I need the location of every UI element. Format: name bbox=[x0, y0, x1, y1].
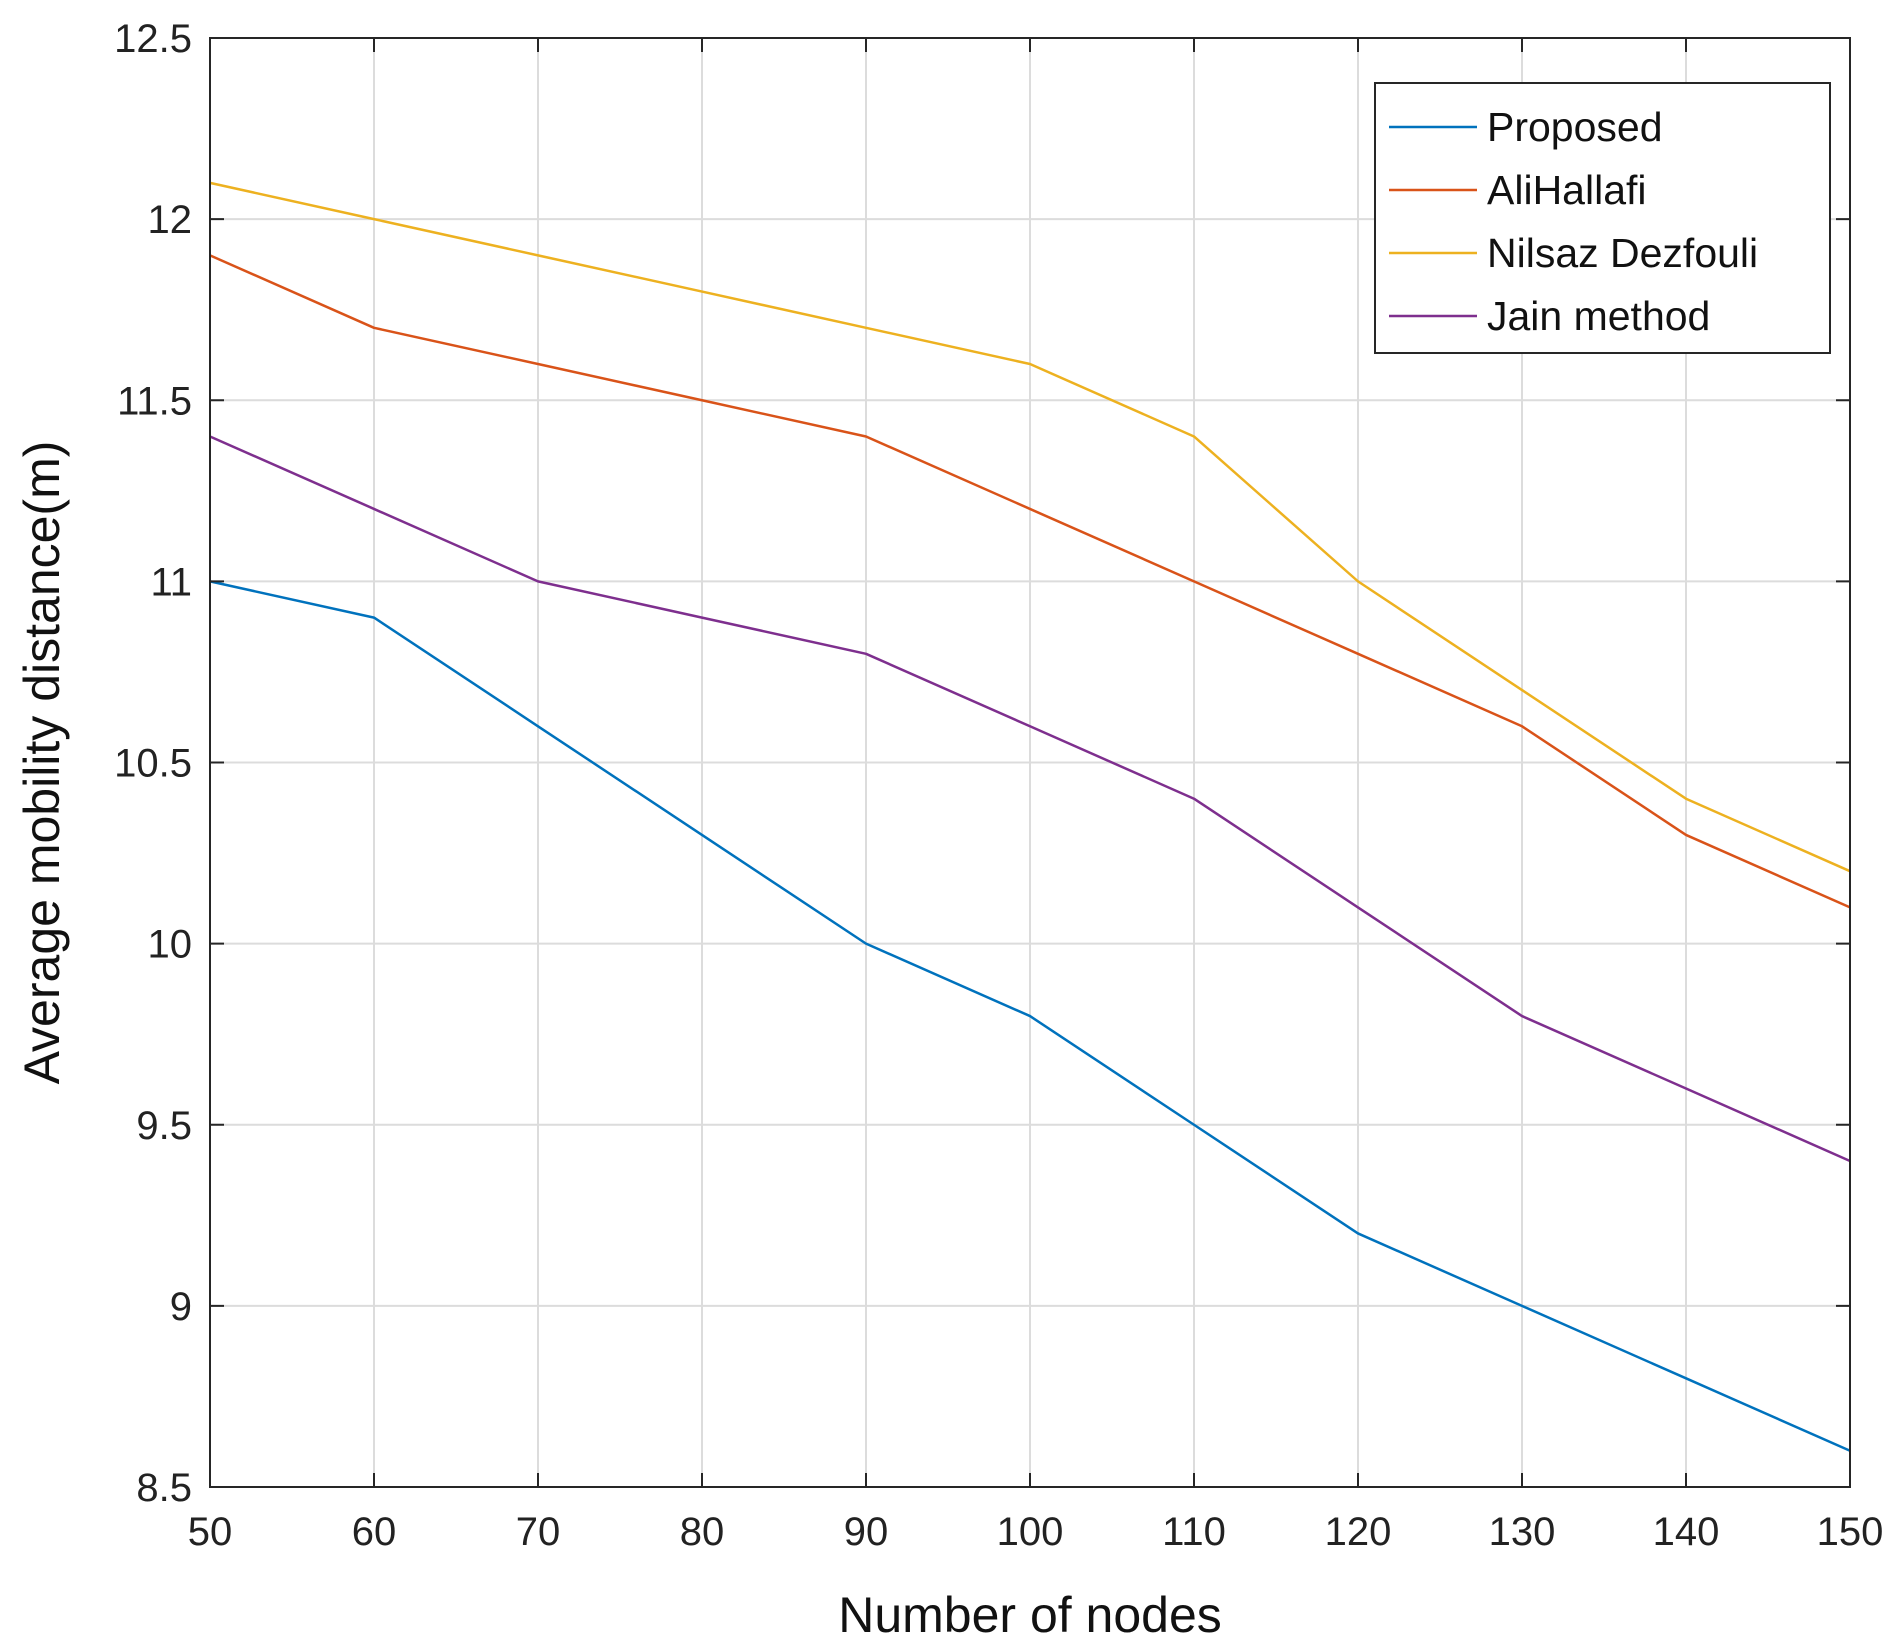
y-tick-label: 9 bbox=[170, 1285, 192, 1329]
series-line-alihallafi bbox=[209, 254, 1851, 909]
legend-label-alihallafi: AliHallafi bbox=[1487, 167, 1647, 213]
x-tick-label: 50 bbox=[188, 1510, 233, 1554]
y-tick-label: 11.5 bbox=[117, 379, 192, 423]
series-line-nilsaz-dezfouli bbox=[209, 181, 1851, 873]
x-tick-label: 60 bbox=[352, 1510, 397, 1554]
y-tick-label: 9.5 bbox=[136, 1104, 192, 1148]
x-tick-label: 140 bbox=[1653, 1510, 1720, 1554]
series-line-jain-method bbox=[209, 435, 1851, 1163]
y-tick-label: 11 bbox=[150, 560, 192, 604]
x-tick-label: 120 bbox=[1325, 1510, 1392, 1554]
x-tick-label: 90 bbox=[844, 1510, 889, 1554]
x-tick-label: 150 bbox=[1817, 1510, 1884, 1554]
x-tick-labels: 50 60 70 80 90 100 110 120 130 140 150 bbox=[188, 1510, 1884, 1554]
y-tick-label: 10 bbox=[148, 923, 193, 967]
legend-label-nilsaz-dezfouli: Nilsaz Dezfouli bbox=[1487, 230, 1758, 276]
legend-label-proposed: Proposed bbox=[1487, 104, 1663, 150]
x-tick-label: 80 bbox=[680, 1510, 725, 1554]
x-tick-label: 110 bbox=[1162, 1510, 1226, 1554]
y-tick-label: 12 bbox=[148, 198, 193, 242]
series-lines bbox=[209, 181, 1851, 1452]
legend: Proposed AliHallafi Nilsaz Dezfouli Jain me… bbox=[1374, 82, 1831, 354]
y-tick-label: 10.5 bbox=[114, 742, 192, 786]
y-tick-label: 12.5 bbox=[114, 17, 192, 61]
legend-label-jain-method: Jain method bbox=[1487, 293, 1710, 339]
y-tick-label: 8.5 bbox=[136, 1466, 192, 1510]
y-axis-label: Average mobility distance(m) bbox=[14, 441, 70, 1085]
x-tick-label: 130 bbox=[1489, 1510, 1556, 1554]
x-tick-label: 100 bbox=[997, 1510, 1064, 1554]
series-line-proposed bbox=[209, 580, 1851, 1452]
axis-ticks bbox=[209, 37, 1851, 1488]
x-tick-label: 70 bbox=[516, 1510, 561, 1554]
x-axis-label: Number of nodes bbox=[838, 1587, 1222, 1643]
y-tick-labels: 8.5 9 9.5 10 10.5 11 11.5 12 12.5 bbox=[114, 17, 192, 1510]
